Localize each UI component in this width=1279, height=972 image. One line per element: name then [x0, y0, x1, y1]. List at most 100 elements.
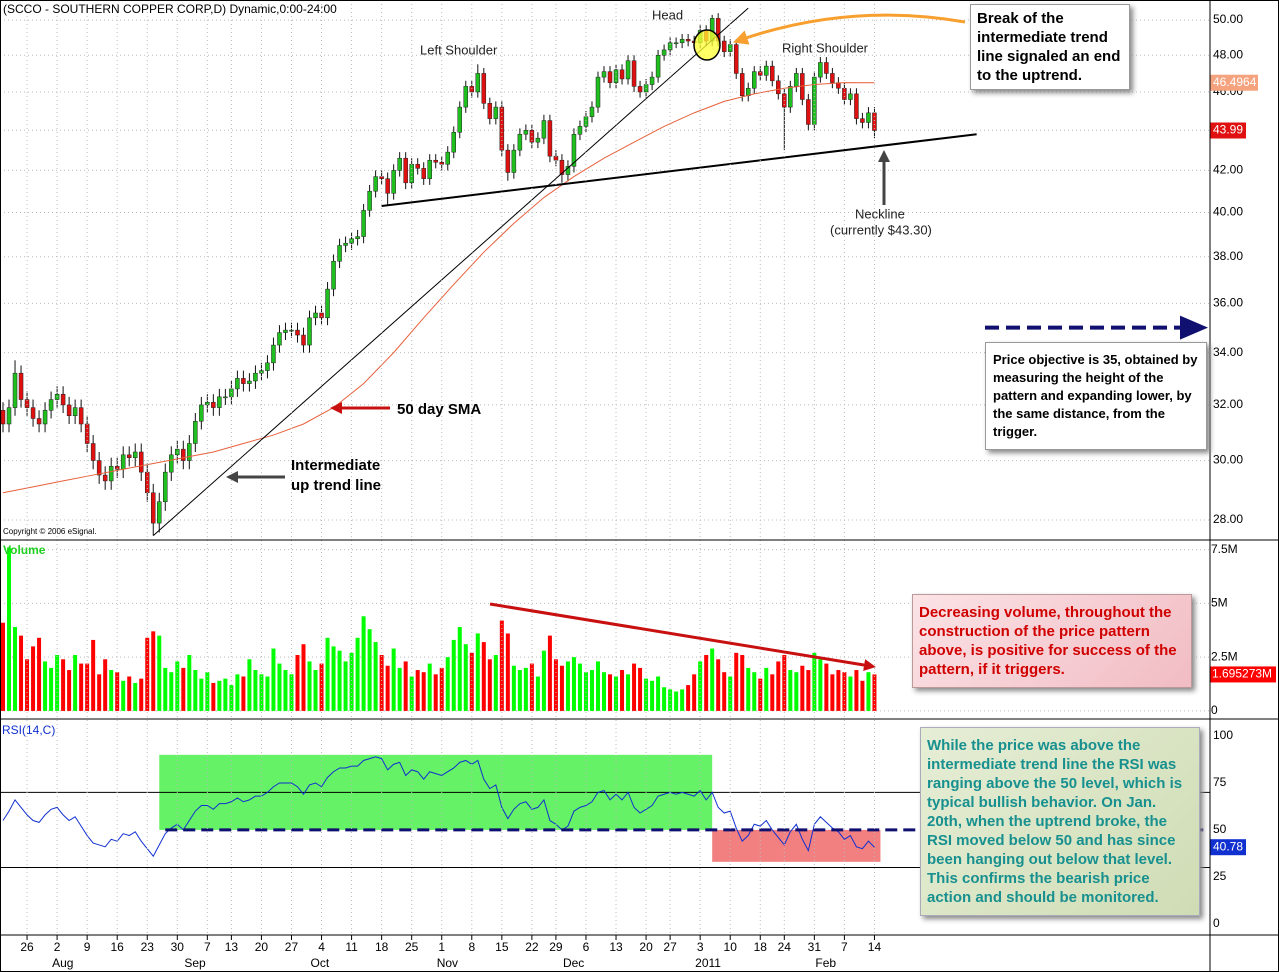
candle-body [439, 161, 444, 165]
x-tick-label: 24 [778, 940, 792, 954]
candle-body [42, 410, 48, 425]
volume-bar [433, 674, 438, 711]
month-label: 2011 [695, 956, 721, 970]
x-tick-label: 22 [525, 940, 539, 954]
volume-bar [391, 648, 396, 711]
volume-bar [662, 687, 667, 711]
volume-bar [133, 682, 138, 711]
x-tick-label: 8 [468, 940, 475, 954]
volume-bar [752, 672, 757, 711]
sma-line [2, 82, 875, 494]
candle-body [559, 159, 565, 175]
volume-bar [295, 654, 300, 711]
candle-body [283, 329, 288, 333]
candle-body [295, 329, 300, 336]
candle-body [169, 454, 174, 473]
candle-body [739, 73, 745, 96]
candle-body [403, 157, 408, 184]
candle-body [565, 166, 571, 175]
candle-body [776, 80, 781, 95]
volume-bar [626, 674, 631, 711]
volume-bar [91, 639, 96, 711]
volume-bar [307, 661, 312, 711]
x-tick-label: 4 [318, 940, 325, 954]
volume-bar [638, 667, 643, 711]
candle-body [120, 454, 126, 470]
candle-body [72, 407, 78, 417]
volume-bar [241, 676, 246, 711]
volume-bar [211, 682, 216, 711]
y-tick-label: 100 [1213, 728, 1233, 742]
candle-body [752, 71, 757, 89]
candle-body [661, 49, 667, 56]
rsi-line [2, 756, 875, 858]
candle-body [277, 332, 282, 346]
volume-bar [187, 654, 192, 711]
volume-bar [13, 627, 18, 711]
copyright: Copyright © 2006 eSignal. [3, 527, 97, 536]
candle-body [517, 133, 523, 151]
candle-body [102, 474, 108, 482]
value-tag [1210, 122, 1246, 139]
candle-body [367, 190, 372, 211]
chart-title: (SCCO - SOUTHERN COPPER CORP,D) Dynamic,… [3, 2, 337, 16]
volume-bar [115, 672, 120, 711]
candle-body [30, 407, 36, 419]
panel-title: RSI(14,C) [2, 723, 55, 737]
volume-bar [800, 665, 805, 711]
volume-bar [145, 637, 150, 711]
volume-bar [650, 680, 655, 711]
candle-body [511, 149, 517, 173]
volume-bar [602, 672, 607, 711]
candle-body [770, 65, 775, 82]
y-tick-label: 42.00 [1213, 163, 1243, 177]
annotation: up trend line [291, 477, 381, 494]
candle-body [223, 396, 228, 399]
x-tick-label: 3 [697, 940, 704, 954]
candle-body [60, 393, 66, 406]
candle-body [721, 40, 727, 52]
candle-body [806, 99, 811, 125]
y-tick-label: 36.00 [1213, 296, 1243, 310]
volume-bar [674, 691, 679, 711]
candle-body [469, 86, 475, 93]
annotation: Head [652, 7, 683, 22]
x-tick-label: 30 [171, 940, 185, 954]
volume-bar [692, 674, 697, 711]
volume-bar [343, 661, 348, 711]
y-tick-label: 34.00 [1213, 345, 1243, 359]
candle-body [547, 120, 553, 157]
volume-bar [614, 676, 619, 711]
annotation: 50 day SMA [397, 401, 481, 418]
volume-bar [439, 667, 444, 711]
value-tag-label: 46.4964 [1213, 75, 1257, 89]
volume-bar [559, 665, 564, 711]
volume-bar [710, 648, 715, 711]
x-tick-label: 14 [868, 940, 882, 954]
candle-body [66, 404, 72, 417]
volume-bar [271, 648, 276, 711]
candle-body [217, 396, 222, 408]
candle-body [247, 380, 252, 384]
candle-body [679, 39, 685, 44]
volume-bar [505, 633, 510, 711]
candle-body [764, 65, 769, 76]
arrow [489, 602, 876, 671]
candle-body [325, 288, 330, 319]
x-tick-label: 29 [549, 940, 563, 954]
candle-body [48, 399, 54, 411]
candle-body [181, 448, 186, 461]
volume-bar [373, 642, 378, 711]
volume-bar [595, 661, 600, 711]
candle-body [18, 372, 24, 400]
candle-body [649, 76, 655, 85]
volume-bar [680, 689, 685, 711]
volume-bar [583, 672, 588, 711]
month-label: Dec [563, 956, 584, 970]
y-tick-label: 0 [1213, 916, 1220, 930]
x-tick-label: 20 [255, 940, 269, 954]
arrow [732, 13, 966, 45]
volume-bar [283, 670, 288, 711]
candle-body [373, 176, 378, 192]
y-tick-label: 7.5M [1211, 542, 1238, 556]
